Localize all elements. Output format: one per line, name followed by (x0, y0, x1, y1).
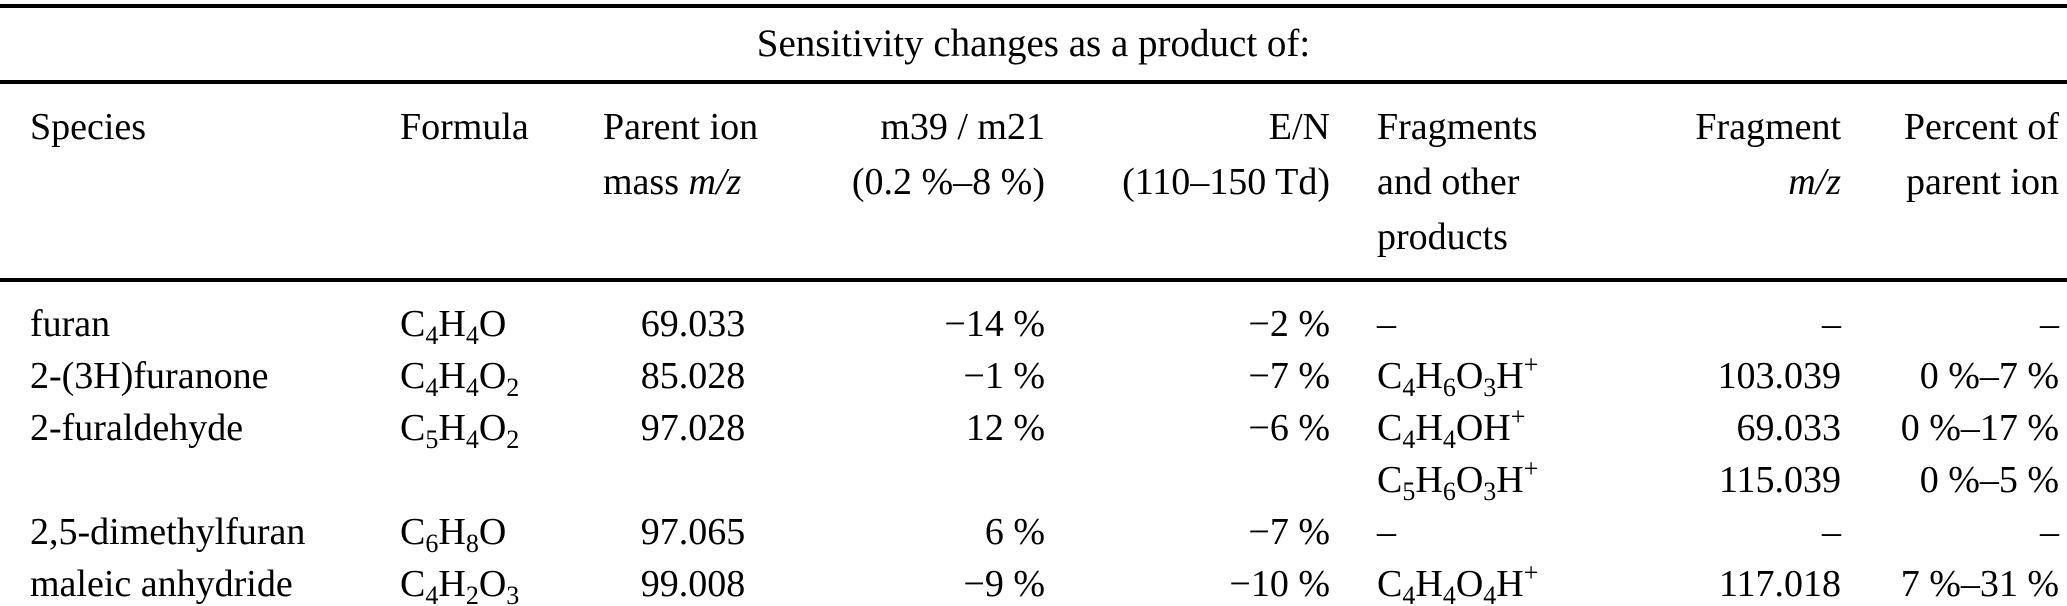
table-title: Sensitivity changes as a product of: (756, 22, 1311, 65)
fragment-cell: C4H4O4H+ (1377, 558, 1539, 606)
species-cell (0, 454, 400, 506)
en-cell: −10 % (1229, 563, 1330, 605)
percent-cell: – (2040, 303, 2059, 345)
fragment-mz-cell: 103.039 (1717, 355, 1842, 397)
parent-mass-cell: 69.033 (640, 303, 746, 345)
header-m39-line2: (0.2 %–8 %) (851, 161, 1045, 203)
col-header-species: Species (0, 84, 400, 282)
m39-m21-cell: −1 % (963, 355, 1045, 397)
mz-italic: m/z (688, 161, 742, 203)
header-fragment-mz-line2: m/z (1788, 161, 1841, 203)
table-row: 2,5-dimethylfuran C6H8O 97.065 6 % −7 % … (0, 506, 2067, 558)
percent-cell: 7 %–31 % (1900, 563, 2059, 605)
en-cell: −7 % (1248, 355, 1330, 397)
header-m39-line1: m39 / m21 (880, 106, 1045, 148)
formula-cell: C6H8O (400, 511, 507, 558)
m39-m21-cell (783, 454, 1045, 506)
formula-cell: C5H4O2 (400, 407, 520, 454)
header-fragment-mz-line1: Fragment (1695, 106, 1841, 148)
parent-mass-cell: 97.065 (640, 511, 746, 553)
m39-m21-cell: 12 % (965, 407, 1045, 449)
fragment-cell: C4H4OH+ (1377, 402, 1526, 454)
formula-cell: C4H4O2 (400, 355, 520, 402)
table-row: 2-furaldehyde C5H4O2 97.028 12 % −6 % C4… (0, 402, 2067, 454)
header-percent-line1: Percent of (1903, 106, 2059, 148)
fragment-mz-cell: 69.033 (1736, 407, 1842, 449)
header-fragments-line3: products (1377, 216, 1508, 258)
fragment-cell: C5H6O3H+ (1377, 454, 1539, 506)
species-cell: 2-furaldehyde (30, 407, 244, 449)
en-cell: −6 % (1248, 407, 1330, 449)
header-en-line1: E/N (1268, 106, 1330, 148)
header-fragments-line1: Fragments (1377, 106, 1538, 148)
en-cell: −7 % (1248, 511, 1330, 553)
fragment-mz-cell: – (1822, 303, 1841, 345)
col-header-fragments: Fragments and other products (1330, 84, 1662, 282)
fragment-cell: – (1377, 303, 1396, 345)
table-row-continuation: C5H6O3H+ 115.039 0 %–5 % (0, 454, 2067, 506)
m39-m21-cell: −14 % (944, 303, 1045, 345)
title-separator-rule (0, 80, 2067, 84)
formula-cell (400, 454, 603, 506)
percent-cell: 0 %–7 % (1919, 355, 2059, 397)
header-row: Species Formula Parent ion mass m/z m39 … (0, 84, 2067, 282)
data-table: Species Formula Parent ion mass m/z m39 … (0, 84, 2067, 606)
parent-mass-cell: 85.028 (640, 355, 746, 397)
en-cell: −2 % (1248, 303, 1330, 345)
fragment-cell: – (1377, 511, 1396, 553)
col-header-m39-m21: m39 / m21 (0.2 %–8 %) (783, 84, 1045, 282)
percent-cell: – (2040, 511, 2059, 553)
species-cell: 2-(3H)furanone (30, 355, 269, 397)
header-formula-label: Formula (400, 106, 529, 148)
header-en-line2: (110–150 Td) (1122, 161, 1330, 203)
fragment-mz-cell: – (1822, 511, 1841, 553)
header-fragments-line2: and other (1377, 161, 1520, 203)
formula-cell: C4H4O (400, 303, 507, 350)
header-parent-ion-line1: Parent ion (603, 106, 759, 148)
formula-cell: C4H2O3 (400, 563, 520, 606)
header-parent-ion-line2: mass m/z (603, 161, 742, 203)
species-cell: 2,5-dimethylfuran (30, 511, 306, 553)
table-row: furan C4H4O 69.033 −14 % −2 % – – – (0, 280, 2067, 350)
header-species-label: Species (30, 106, 147, 148)
percent-cell: 0 %–5 % (1919, 459, 2059, 501)
m39-m21-cell: −9 % (963, 563, 1045, 605)
col-header-formula: Formula (400, 84, 603, 282)
species-cell: furan (30, 303, 111, 345)
fragment-mz-cell: 115.039 (1718, 459, 1841, 501)
col-header-percent: Percent of parent ion (1847, 84, 2067, 282)
m39-m21-cell: 6 % (984, 511, 1045, 553)
table-row: maleic anhydride C4H2O3 99.008 −9 % −10 … (0, 558, 2067, 606)
table-row: 2-(3H)furanone C4H4O2 85.028 −1 % −7 % C… (0, 350, 2067, 402)
table-title-row: Sensitivity changes as a product of: (0, 8, 2067, 80)
parent-mass-cell: 99.008 (640, 563, 746, 605)
en-cell (1045, 454, 1330, 506)
top-rule (0, 4, 2067, 8)
percent-cell: 0 %–17 % (1900, 407, 2059, 449)
fragment-mz-cell: 117.018 (1718, 563, 1841, 605)
header-percent-line2: parent ion (1905, 161, 2059, 203)
col-header-parent-ion-mass: Parent ion mass m/z (603, 84, 783, 282)
col-header-en: E/N (110–150 Td) (1045, 84, 1330, 282)
parent-mass-cell (603, 454, 783, 506)
species-cell: maleic anhydride (30, 563, 293, 605)
fragment-cell: C4H6O3H+ (1377, 350, 1539, 402)
parent-mass-cell: 97.028 (640, 407, 746, 449)
col-header-fragment-mz: Fragment m/z (1662, 84, 1847, 282)
